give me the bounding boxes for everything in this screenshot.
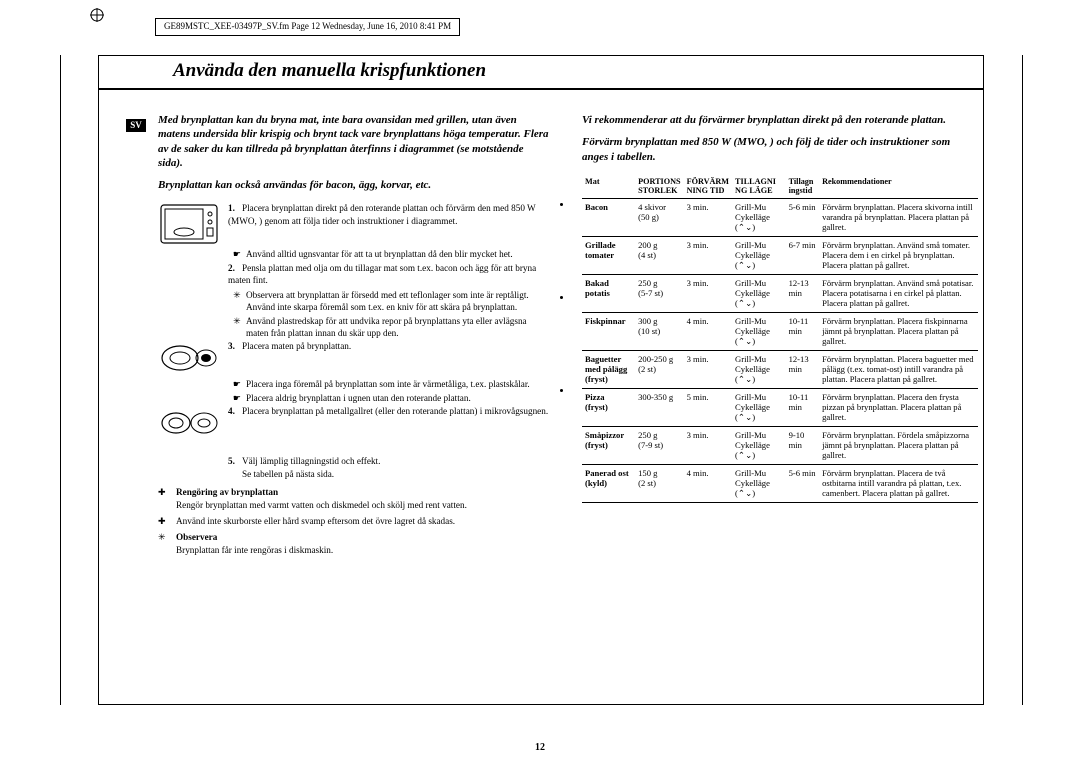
plate-icon (158, 340, 228, 376)
step-5-sub: Se tabellen på nästa sida. (242, 468, 550, 480)
col-mode: TILLAGNING LÄGE (732, 174, 786, 199)
right-intro-2: Förvärm brynplattan med 850 W (MWO, ) oc… (582, 135, 978, 164)
table-header-row: Mat PORTIONSSTORLEK FÖRVÄRMNING TID TILL… (582, 174, 978, 199)
col-rec: Rekommendationer (819, 174, 978, 199)
page-title: Använda den manuella krispfunktionen (99, 56, 983, 90)
plus-icon: ✚ (158, 486, 176, 512)
step-4: 4.Placera brynplattan på metallgallret (… (158, 405, 550, 441)
table-row: Baguettermed pålägg (fryst)200-250 g(2 s… (582, 350, 978, 388)
cooking-table: Mat PORTIONSSTORLEK FÖRVÄRMNING TID TILL… (582, 174, 978, 503)
table-row: Pizza(fryst)300-350 g5 min.Grill-Mu Cyke… (582, 388, 978, 426)
step-1: 1.Placera brynplattan direkt på den rote… (158, 202, 550, 246)
note-observe: ✳ ObserveraBrynplattan får inte rengöras… (158, 531, 550, 557)
table-row: Panerad ost(kyld)150 g(2 st)4 min.Grill-… (582, 464, 978, 502)
plates-icon (158, 405, 228, 441)
right-column: Vi rekommenderar att du förvärmer brynpl… (560, 113, 978, 560)
left-intro-2: Brynplattan kan också användas för bacon… (158, 178, 550, 192)
step-5: 5.Välj lämplig tillagningstid och effekt… (158, 455, 550, 480)
caution-icon: ✳ (158, 531, 176, 557)
step-3-note-2: ☛ Placera aldrig brynplattan i ugnen uta… (228, 392, 550, 404)
col-time: Tillagningstid (786, 174, 819, 199)
table-row: Bacon4 skivor(50 g)3 min.Grill-Mu Cykell… (582, 198, 978, 236)
table-row: Grilladetomater200 g(4 st)3 min.Grill-Mu… (582, 236, 978, 274)
plus-icon: ✚ (158, 515, 176, 528)
caution-icon: ✳ (228, 315, 246, 340)
step-1-note: ☛ Använd alltid ugnsvantar för att ta ut… (228, 248, 550, 260)
caution-icon: ✳ (228, 289, 246, 314)
note-scrub: ✚ Använd inte skurborste eller hård svam… (158, 515, 550, 528)
col-portion: PORTIONSSTORLEK (635, 174, 683, 199)
table-row: Småpizzor(fryst)250 g(7-9 st)3 min.Grill… (582, 426, 978, 464)
left-intro-1: Med brynplattan kan du bryna mat, inte b… (158, 113, 550, 170)
step-2-text: Pensla plattan med olja om du tillagar m… (228, 263, 536, 285)
table-row: Fiskpinnar300 g(10 st)4 min.Grill-Mu Cyk… (582, 312, 978, 350)
col-warm: FÖRVÄRMNING TID (684, 174, 732, 199)
crop-mark-icon (90, 8, 104, 22)
step-2: 2.Pensla plattan med olja om du tillagar… (158, 262, 550, 287)
frame-edge-right (1022, 55, 1023, 705)
step-3-text: Placera maten på brynplattan. (242, 341, 351, 351)
step-3-note-1: ☛ Placera inga föremål på brynplattan so… (228, 378, 550, 390)
right-intro-1: Vi rekommenderar att du förvärmer brynpl… (582, 113, 978, 127)
doc-header: GE89MSTC_XEE-03497P_SV.fm Page 12 Wednes… (155, 18, 460, 36)
table-row: Bakadpotatis250 g(5-7 st)3 min.Grill-Mu … (582, 274, 978, 312)
step-1-text: Placera brynplattan direkt på den rotera… (228, 203, 536, 225)
hand-icon: ☛ (228, 392, 246, 404)
col-food: Mat (582, 174, 635, 199)
step-2-note-2: ✳ Använd plastredskap för att undvika re… (228, 315, 550, 340)
lang-badge: SV (126, 119, 146, 132)
note-cleaning: ✚ Rengöring av brynplattanRengör brynpla… (158, 486, 550, 512)
step-4-text: Placera brynplattan på metallgallret (el… (242, 406, 548, 416)
frame-edge-left (60, 55, 61, 705)
step-5-text: Välj lämplig tillagningstid och effekt. (242, 456, 380, 466)
microwave-icon (158, 202, 228, 246)
step-3: 3.Placera maten på brynplattan. (158, 340, 550, 376)
left-column: Med brynplattan kan du bryna mat, inte b… (158, 113, 560, 560)
hand-icon: ☛ (228, 378, 246, 390)
hand-icon: ☛ (228, 248, 246, 260)
step-2-note-1: ✳ Observera att brynplattan är försedd m… (228, 289, 550, 314)
page-number: 12 (535, 742, 545, 753)
